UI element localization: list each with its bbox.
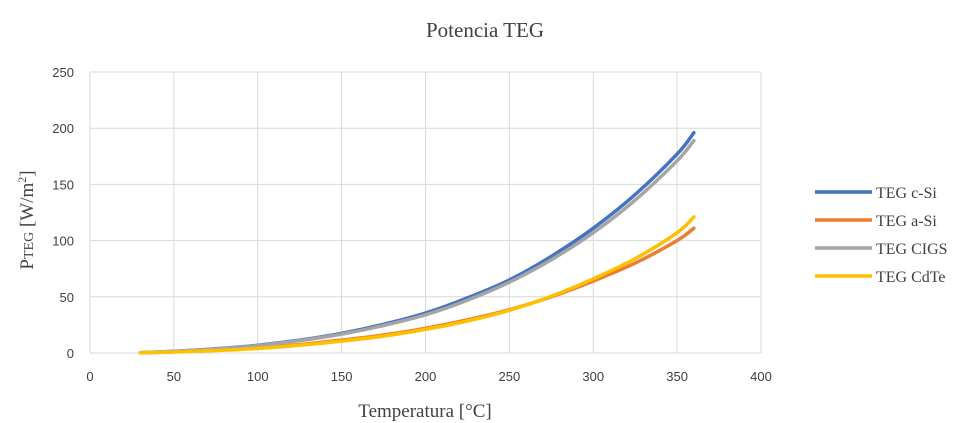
y-axis-ticks: 0 50 100 150 200 250 xyxy=(52,65,74,361)
legend-label-1: TEG a-Si xyxy=(876,213,937,230)
y-tick-label: 250 xyxy=(52,65,74,80)
x-tick-label: 250 xyxy=(499,369,521,384)
series-lines xyxy=(138,130,696,355)
y-axis-title-unit: [W/m xyxy=(17,183,38,232)
y-tick-label: 150 xyxy=(52,177,74,192)
x-tick-label: 400 xyxy=(750,369,772,384)
x-tick-label: 350 xyxy=(666,369,688,384)
y-axis-title-sub: TEG xyxy=(22,232,37,259)
series-line-3 xyxy=(138,215,696,355)
y-axis-title-main: P xyxy=(17,259,38,270)
chart-title: Potencia TEG xyxy=(426,18,544,42)
x-axis-ticks: 0 50 100 150 200 250 300 350 400 xyxy=(86,369,771,384)
y-tick-label: 200 xyxy=(52,121,74,136)
legend-label-3: TEG CdTe xyxy=(876,269,946,286)
y-axis-title-close: ] xyxy=(17,170,38,176)
x-tick-label: 100 xyxy=(247,369,269,384)
x-axis-title: Temperatura [°C] xyxy=(358,401,491,422)
y-tick-label: 50 xyxy=(60,290,74,305)
y-axis-title: PTEG [W/m2] xyxy=(15,170,38,269)
x-tick-label: 200 xyxy=(415,369,437,384)
gridlines xyxy=(89,71,762,354)
y-tick-label: 0 xyxy=(67,346,74,361)
x-tick-label: 50 xyxy=(167,369,181,384)
legend-label-0: TEG c-Si xyxy=(876,185,937,202)
x-tick-label: 0 xyxy=(86,369,93,384)
series-line-1 xyxy=(138,226,696,355)
series-line-0 xyxy=(138,130,696,355)
series-line-2 xyxy=(138,138,696,355)
x-tick-label: 300 xyxy=(582,369,604,384)
x-tick-label: 150 xyxy=(331,369,353,384)
legend-label-2: TEG CIGS xyxy=(876,241,948,258)
y-axis-title-sup: 2 xyxy=(15,177,29,183)
y-tick-label: 100 xyxy=(52,234,74,249)
legend: TEG c-Si TEG a-Si TEG CIGS TEG CdTe xyxy=(815,185,948,286)
